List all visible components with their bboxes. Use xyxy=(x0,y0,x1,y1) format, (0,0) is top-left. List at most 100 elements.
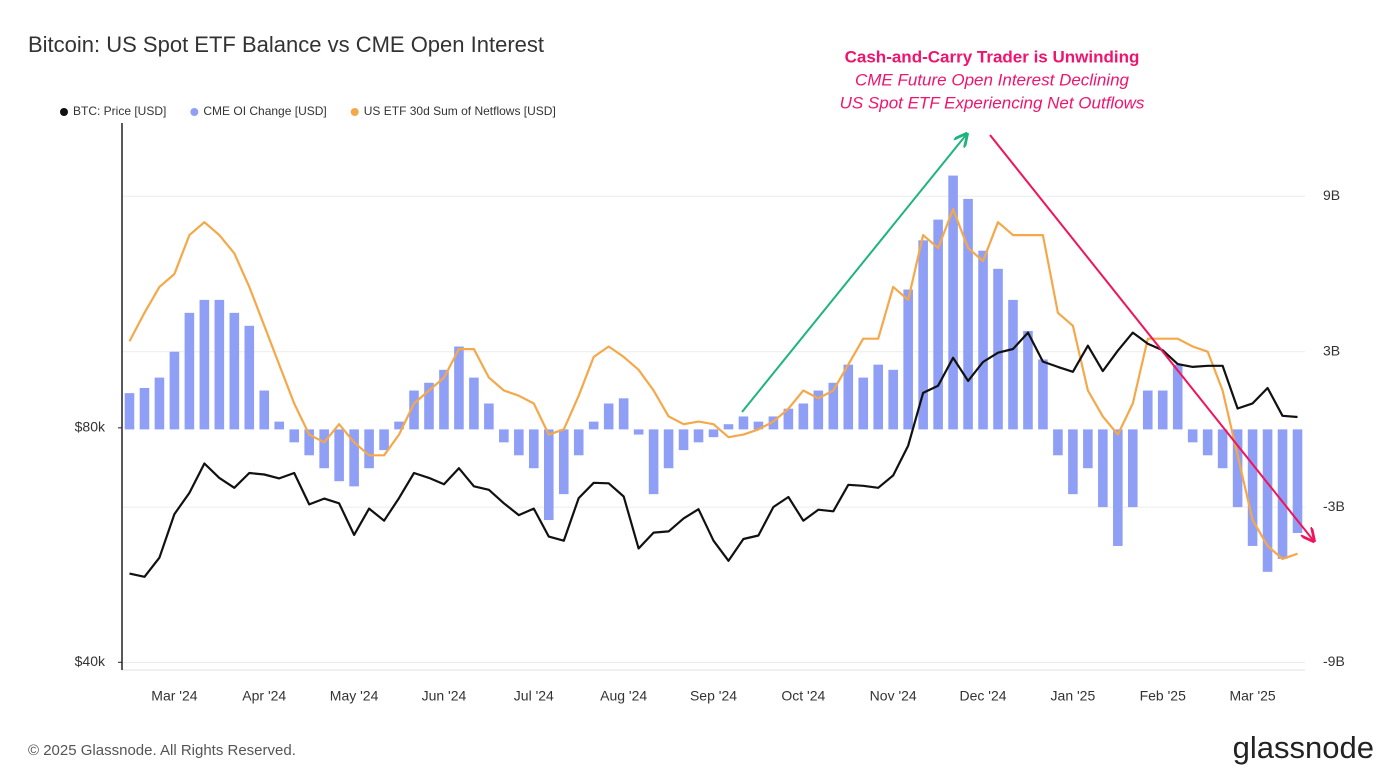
annotation-line: US Spot ETF Experiencing Net Outflows xyxy=(840,93,1145,112)
bar xyxy=(499,429,509,443)
bar xyxy=(1232,429,1243,508)
bar xyxy=(439,369,449,430)
bar xyxy=(409,390,419,430)
legend-marker xyxy=(350,108,359,116)
bar xyxy=(993,268,1003,430)
y2-tick-label: -9B xyxy=(1323,653,1345,669)
y2-tick-label: 9B xyxy=(1323,187,1340,203)
bar xyxy=(514,429,524,456)
chart-title: Bitcoin: US Spot ETF Balance vs CME Open… xyxy=(28,32,544,57)
bar xyxy=(334,429,344,482)
bar xyxy=(1277,429,1288,559)
bar xyxy=(828,382,839,430)
annotation-line: CME Future Open Interest Declining xyxy=(855,70,1130,89)
bar xyxy=(349,429,359,487)
x-tick-label: Sep '24 xyxy=(690,688,737,704)
bar xyxy=(948,175,958,430)
x-tick-label: Jan '25 xyxy=(1051,688,1096,704)
bar xyxy=(229,312,240,430)
bar xyxy=(364,429,374,469)
bar xyxy=(888,369,898,430)
bar xyxy=(529,429,539,469)
bar xyxy=(768,416,779,430)
bar xyxy=(753,421,764,430)
bar xyxy=(1202,429,1213,456)
bar xyxy=(858,377,869,430)
bar xyxy=(933,219,943,430)
bar xyxy=(1038,359,1048,430)
bar xyxy=(424,382,434,430)
bar xyxy=(154,377,165,430)
legend-label: BTC: Price [USD] xyxy=(73,104,166,118)
bar xyxy=(978,250,988,430)
bar xyxy=(558,429,569,495)
bar xyxy=(1187,429,1198,443)
bar xyxy=(1157,390,1168,430)
bar xyxy=(618,398,629,430)
x-tick-label: Mar '24 xyxy=(151,688,197,704)
bar xyxy=(199,299,210,430)
legend-marker xyxy=(190,108,199,116)
plot-area: 9B 3B -3B -9B $40k $80k Mar '24 Apr '24 May '24 J… xyxy=(60,104,1345,704)
bar xyxy=(573,429,584,456)
x-tick-label: Aug '24 xyxy=(600,688,647,704)
bar xyxy=(214,299,225,430)
legend-label: CME OI Change [USD] xyxy=(203,104,326,118)
bar xyxy=(873,364,884,430)
bar xyxy=(1023,330,1033,430)
bar xyxy=(1247,429,1258,546)
bar xyxy=(813,390,824,430)
y2-tick-label: -3B xyxy=(1323,498,1345,514)
bar xyxy=(1008,299,1018,430)
bar xyxy=(678,429,689,451)
bar xyxy=(1068,429,1078,495)
line-series xyxy=(128,208,1298,560)
x-tick-label: Feb '25 xyxy=(1140,688,1186,704)
bar xyxy=(633,429,644,435)
bar xyxy=(1172,364,1183,430)
bar xyxy=(843,364,854,430)
bar xyxy=(379,429,389,451)
bar xyxy=(139,387,150,430)
x-tick-label: Nov '24 xyxy=(870,688,917,704)
bar xyxy=(963,198,973,430)
legend-label: US ETF 30d Sum of Netflows [USD] xyxy=(364,104,556,118)
x-tick-label: Jul '24 xyxy=(514,688,554,704)
y-tick-label: $80k xyxy=(75,419,106,435)
x-tick-label: May '24 xyxy=(330,688,379,704)
bar xyxy=(1083,429,1093,469)
bar xyxy=(1262,429,1273,572)
x-tick-label: Apr '24 xyxy=(242,688,286,704)
bar xyxy=(543,429,554,521)
bar xyxy=(903,289,913,430)
bar xyxy=(723,424,734,430)
bar xyxy=(1142,390,1153,430)
bar xyxy=(1053,429,1063,456)
bar xyxy=(588,421,599,430)
bar xyxy=(1098,429,1108,508)
brand-logo: glassnode xyxy=(1233,730,1374,765)
bar xyxy=(259,390,270,430)
bar xyxy=(274,421,285,430)
bar xyxy=(184,312,195,430)
bar xyxy=(1217,429,1228,469)
y-tick-label: $40k xyxy=(75,653,106,669)
line-series xyxy=(129,331,1298,578)
bar xyxy=(1292,429,1303,533)
footer: © 2025 Glassnode. All Rights Reserved. xyxy=(28,742,296,759)
bar xyxy=(648,429,659,495)
bar xyxy=(289,429,300,443)
bar xyxy=(304,429,314,456)
bar xyxy=(918,240,928,430)
trend-arrow-up xyxy=(741,135,966,413)
bar xyxy=(469,377,479,430)
bar xyxy=(319,429,329,469)
bar xyxy=(783,408,794,430)
trend-arrow-down xyxy=(989,134,1313,540)
bar xyxy=(244,325,255,430)
bar xyxy=(708,429,719,438)
annotation-title: Cash-and-Carry Trader is Unwinding xyxy=(845,47,1140,66)
y2-tick-label: 3B xyxy=(1323,342,1340,358)
x-tick-label: Oct '24 xyxy=(781,688,825,704)
